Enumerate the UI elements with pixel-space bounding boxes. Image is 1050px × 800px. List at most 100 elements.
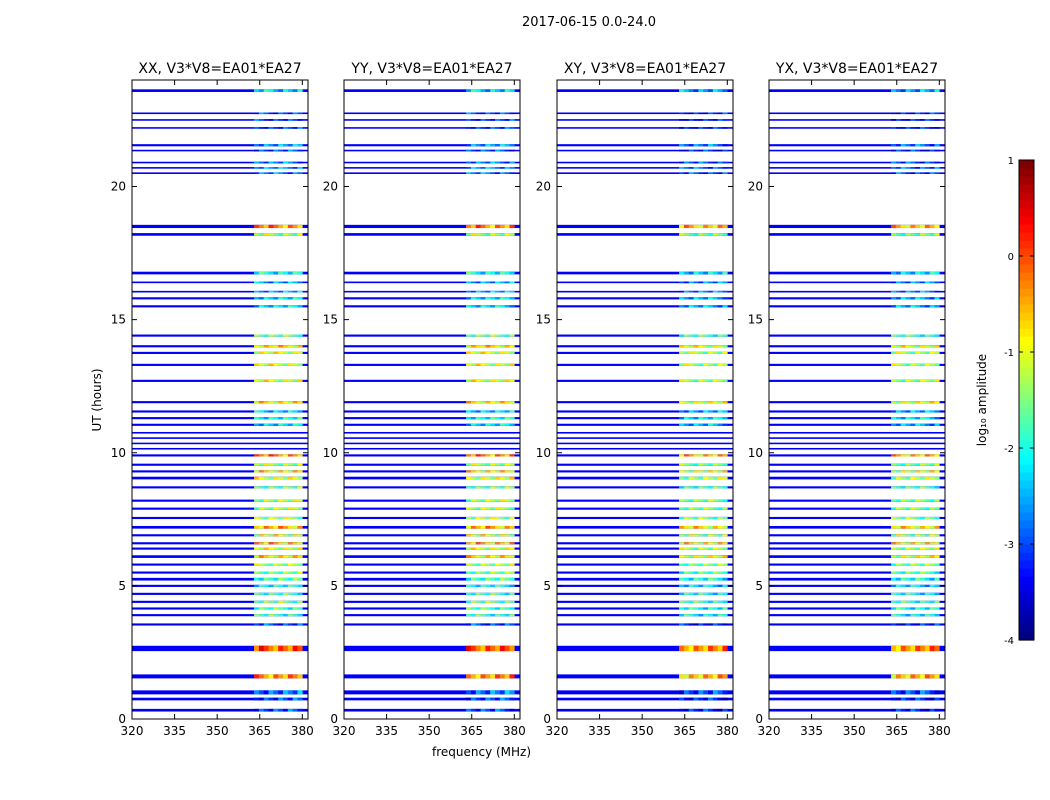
scan-band-cell [683,297,690,300]
scan-band-cell [693,454,699,457]
scan-band-cell [698,281,704,284]
scan-band-cell [679,351,685,354]
scan-band-cell [504,645,510,652]
scan-band-cell [895,345,902,348]
scan-band-cell [495,463,501,466]
scan-band-cell [466,690,472,695]
scan-band-cell [278,144,284,147]
scan-band-cell [297,401,303,404]
scan-row [769,271,945,275]
scan-band-cell [485,547,491,550]
scan-band-cell [929,379,935,382]
scan-band-cell [297,470,303,473]
scan-band-cell [509,555,515,558]
scan-band-cell [509,172,515,174]
scan-band-cell [708,555,714,558]
scan-band-cell [924,334,930,337]
scan-row [132,417,308,420]
scan-band-cell [891,542,897,545]
scan-band-cell [258,345,265,348]
scan-band-cell [504,525,510,529]
scan-band-cell [915,563,921,566]
x-tick-label: 350 [206,724,229,738]
scan-row [132,410,308,413]
scan-band-cell [920,281,926,284]
scan-band-cell [722,555,728,558]
scan-band-cell [258,542,265,545]
scan-band-cell [905,571,911,574]
scan-band-cell [905,645,911,652]
scan-band-cell [263,614,269,617]
scan-band-cell [470,281,477,284]
scan-band-cell [254,224,260,229]
scan-row [557,674,733,679]
scan-band-cell [717,89,723,92]
scan-band-cell [934,674,940,679]
x-tick-label: 335 [163,724,186,738]
scan-band-cell [490,645,496,652]
scan-band-cell [509,584,515,587]
scan-band-cell [924,614,930,617]
scan-band-cell [722,351,728,354]
scan-band-cell [268,499,274,502]
scan-band-cell [698,233,704,236]
scan-band-cell [499,674,505,679]
scan-band-cell [722,172,728,174]
scan-band-cell [499,119,505,121]
scan-band-cell [717,351,723,354]
x-tick-label: 335 [375,724,398,738]
scan-band-cell [254,281,260,284]
scan-band-cell [268,379,274,382]
scan-band-cell [683,499,690,502]
scan-band-cell [910,423,916,426]
scan-band-cell [891,363,897,366]
scan-band-cell [475,563,481,566]
colorbar-cell [1019,384,1034,393]
scan-band-cell [693,161,699,164]
colorbar-cell [1019,488,1034,497]
scan-band-cell [910,592,916,595]
scan-band-cell [499,379,505,382]
scan-band-cell [683,516,690,520]
scan-band-cell [297,571,303,574]
scan-band-cell [499,305,505,308]
scan-band-cell [475,592,481,595]
scan-band-cell [480,547,486,550]
scan-band-cell [292,697,298,701]
scan-band-cell [924,607,930,610]
scan-band-cell [268,127,274,129]
scan-band-cell [495,690,501,695]
x-tick-label: 320 [333,724,356,738]
scan-band-cell [905,401,911,404]
scan-band-cell [895,161,902,164]
colorbar-cell [1019,600,1034,609]
scan-band-cell [268,674,274,679]
scan-band-cell [924,507,930,510]
scan-band-cell [895,112,902,115]
scan-band-cell [708,708,714,712]
scan-band-cell [470,334,477,337]
scan-band-cell [475,525,481,529]
scan-band-cell [268,144,274,147]
scan-band-cell [283,547,289,550]
scan-band-cell [283,127,289,129]
scan-band-cell [891,476,897,480]
scan-band-cell [920,600,926,603]
scan-band-cell [490,167,496,169]
scan-band-cell [679,547,685,550]
scan-band-cell [915,281,921,284]
scan-band-cell [703,233,709,236]
scan-band-cell [891,172,897,174]
scan-band-cell [268,507,274,510]
scan-row [344,351,520,354]
scan-band-cell [703,563,709,566]
scan-band-cell [905,470,911,473]
scan-band-cell [287,516,293,520]
scan-band-cell [688,454,694,457]
scan-band-cell [268,351,274,354]
scan-band-cell [263,305,269,308]
x-tick-label: 335 [800,724,823,738]
scan-band-cell [688,592,694,595]
scan-band-cell [287,89,293,92]
